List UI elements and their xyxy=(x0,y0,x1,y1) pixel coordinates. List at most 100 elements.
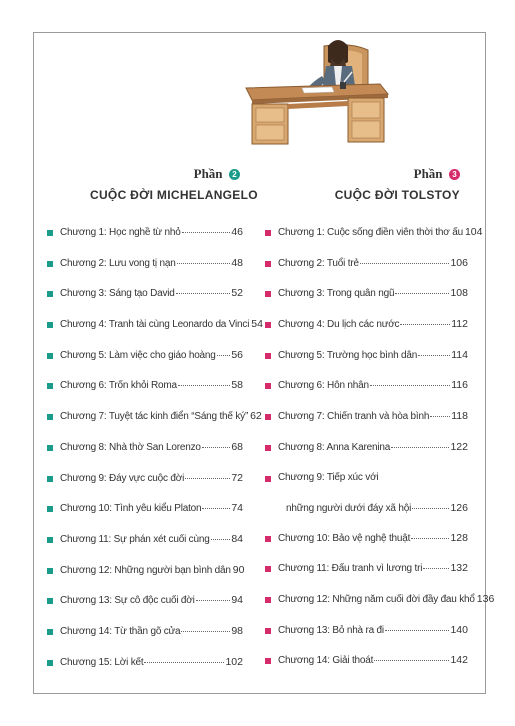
toc-entry[interactable]: Chương 4: Tranh tài cùng Leonardo da Vin… xyxy=(47,318,263,349)
square-bullet-icon xyxy=(47,628,53,635)
toc-entry[interactable]: Chương 12: Những người bạn bình dân 90 xyxy=(47,563,245,595)
toc-page-number: 56 xyxy=(231,348,243,361)
toc-page-number: 48 xyxy=(231,256,243,269)
toc-chapter-title: Chương 14: Từ thần gõ cửa xyxy=(60,625,181,637)
square-bullet-icon xyxy=(265,535,271,542)
toc-entry[interactable]: Chương 11: Đấu tranh vì lương tri 132 xyxy=(265,562,468,593)
part-label: Phần xyxy=(413,166,443,181)
dot-leader xyxy=(423,568,450,570)
toc-entry[interactable]: Chương 9: Tiếp xúc với những người dưới đ… xyxy=(265,472,468,532)
square-bullet-icon xyxy=(265,291,271,298)
square-bullet-icon xyxy=(265,444,271,451)
toc-entry[interactable]: Chương 14: Giải thoát 142 xyxy=(265,654,468,685)
dot-leader xyxy=(412,507,450,509)
square-bullet-icon xyxy=(47,567,53,574)
toc-chapter-title: Chương 8: Nhà thờ San Lorenzo xyxy=(60,441,201,453)
dot-leader xyxy=(195,600,231,602)
toc-chapter-title: Chương 12: Những người bạn bình dân xyxy=(60,564,231,576)
square-bullet-icon xyxy=(47,598,53,605)
toc-entry[interactable]: Chương 8: Anna Karenina 122 xyxy=(265,441,468,472)
part-title: CUỘC ĐỜI TOLSTOY xyxy=(334,188,460,202)
toc-page-number: 116 xyxy=(451,379,468,392)
square-bullet-icon xyxy=(265,383,271,390)
toc-chapter-title: Chương 3: Sáng tạo David xyxy=(60,288,175,300)
toc-page-number: 108 xyxy=(450,287,468,300)
toc-entry[interactable]: Chương 6: Hôn nhân 116 xyxy=(265,379,468,410)
square-bullet-icon xyxy=(265,230,271,236)
toc-entry[interactable]: Chương 2: Tuổi trẻ 106 xyxy=(265,257,468,288)
toc-chapter-title: Chương 6: Hôn nhân xyxy=(278,380,369,392)
square-bullet-icon xyxy=(265,475,271,482)
toc-chapter-title: Chương 5: Làm việc cho giáo hoàng xyxy=(60,349,216,361)
square-bullet-icon xyxy=(47,659,53,666)
toc-page-number: 72 xyxy=(231,471,243,484)
toc-chapter-title: Chương 7: Chiến tranh và hòa bình xyxy=(278,411,430,423)
part-3-heading: Phần 3 CUỘC ĐỜI TOLSTOY xyxy=(310,165,460,202)
toc-entry[interactable]: Chương 12: Những năm cuối đời đầy đau kh… xyxy=(265,593,494,624)
toc-entry[interactable]: Chương 10: Tình yêu kiểu Platon 74 xyxy=(47,502,243,533)
toc-chapter-title: Chương 6: Trốn khỏi Roma xyxy=(60,380,177,392)
toc-page-number: 122 xyxy=(450,440,468,453)
dot-leader xyxy=(384,629,450,631)
toc-page-number: 90 xyxy=(232,563,245,576)
toc-entry[interactable]: Chương 13: Bỏ nhà ra đi 140 xyxy=(265,624,468,655)
dot-leader xyxy=(177,385,231,387)
toc-page-number: 52 xyxy=(231,287,243,300)
toc-entry[interactable]: Chương 15: Lời kết 102 xyxy=(47,656,243,687)
toc-page-number: 106 xyxy=(450,256,468,269)
dot-leader xyxy=(202,508,231,510)
toc-page-number: 114 xyxy=(451,348,468,361)
toc-entry[interactable]: Chương 3: Trong quân ngũ 108 xyxy=(265,287,468,318)
toc-page-number: 104 xyxy=(464,226,483,238)
toc-chapter-title: Chương 1: Cuộc sống điền viên thời thơ ấ… xyxy=(278,227,463,238)
dot-leader xyxy=(400,324,451,326)
toc-entry[interactable]: Chương 2: Lưu vong tị nạn 48 xyxy=(47,257,243,288)
toc-entry[interactable]: Chương 5: Làm việc cho giáo hoàng 56 xyxy=(47,349,243,380)
toc-chapter-title: Chương 15: Lời kết xyxy=(60,656,144,668)
toc-chapter-title: Chương 12: Những năm cuối đời đầy đau kh… xyxy=(278,593,475,605)
toc-entry[interactable]: Chương 7: Tuyệt tác kinh điển “Sáng thế … xyxy=(47,410,262,441)
part-number-badge: 2 xyxy=(229,169,240,180)
toc-page-number: 46 xyxy=(231,226,243,238)
toc-entry[interactable]: Chương 9: Đáy vực cuộc đời 72 xyxy=(47,472,243,503)
dot-leader xyxy=(374,660,450,662)
toc-page-number: 132 xyxy=(450,562,468,575)
square-bullet-icon xyxy=(265,627,271,634)
toc-chapter-title: Chương 10: Bảo vệ nghệ thuật xyxy=(278,532,411,544)
part-2-heading: Phần 2 CUỘC ĐỜI MICHELANGELO xyxy=(90,165,258,202)
dot-leader xyxy=(181,232,231,233)
toc-page-number: 98 xyxy=(231,624,243,637)
square-bullet-icon xyxy=(47,291,53,298)
part-title: CUỘC ĐỜI MICHELANGELO xyxy=(90,188,258,202)
toc-entry[interactable]: Chương 13: Sự cô độc cuối đời 94 xyxy=(47,594,243,625)
toc-entry[interactable]: Chương 10: Bảo vệ nghệ thuật 128 xyxy=(265,532,468,563)
toc-entry[interactable]: Chương 1: Học nghề từ nhỏ 46 xyxy=(47,226,243,257)
square-bullet-icon xyxy=(265,414,271,421)
toc-page-number: 112 xyxy=(451,318,468,331)
toc-entry[interactable]: Chương 4: Du lịch các nước 112 xyxy=(265,318,468,349)
square-bullet-icon xyxy=(47,536,53,543)
toc-entry[interactable]: Chương 14: Từ thần gõ cửa 98 xyxy=(47,625,243,656)
toc-chapter-title: Chương 11: Đấu tranh vì lương tri xyxy=(278,563,423,575)
toc-entry[interactable]: Chương 7: Chiến tranh và hòa bình 118 xyxy=(265,410,468,441)
dot-leader xyxy=(216,354,231,356)
toc-chapter-title: Chương 4: Du lịch các nước xyxy=(278,319,400,331)
toc-entry[interactable]: Chương 6: Trốn khỏi Roma 58 xyxy=(47,379,243,410)
toc-page-number: 74 xyxy=(231,502,243,515)
dot-leader xyxy=(176,262,231,264)
square-bullet-icon xyxy=(265,566,271,573)
toc-entry[interactable]: Chương 5: Trường học bình dân 114 xyxy=(265,349,468,380)
toc-chapter-title: Chương 4: Tranh tài cùng Leonardo da Vin… xyxy=(60,319,250,331)
toc-page-number: 142 xyxy=(450,654,468,667)
toc-entry[interactable]: Chương 3: Sáng tạo David 52 xyxy=(47,287,243,318)
toc-entry[interactable]: Chương 1: Cuộc sống điền viên thời thơ ấ… xyxy=(265,226,482,257)
toc-page-number: 136 xyxy=(476,592,495,605)
dot-leader xyxy=(175,293,231,295)
toc-page-number: 102 xyxy=(225,655,243,668)
toc-entry[interactable]: Chương 8: Nhà thờ San Lorenzo 68 xyxy=(47,441,243,472)
toc-entry[interactable]: Chương 11: Sự phán xét cuối cùng 84 xyxy=(47,533,243,564)
dot-leader xyxy=(144,661,225,663)
dot-leader xyxy=(430,416,451,418)
toc-chapter-title: Chương 2: Tuổi trẻ xyxy=(278,257,359,269)
square-bullet-icon xyxy=(265,322,271,329)
